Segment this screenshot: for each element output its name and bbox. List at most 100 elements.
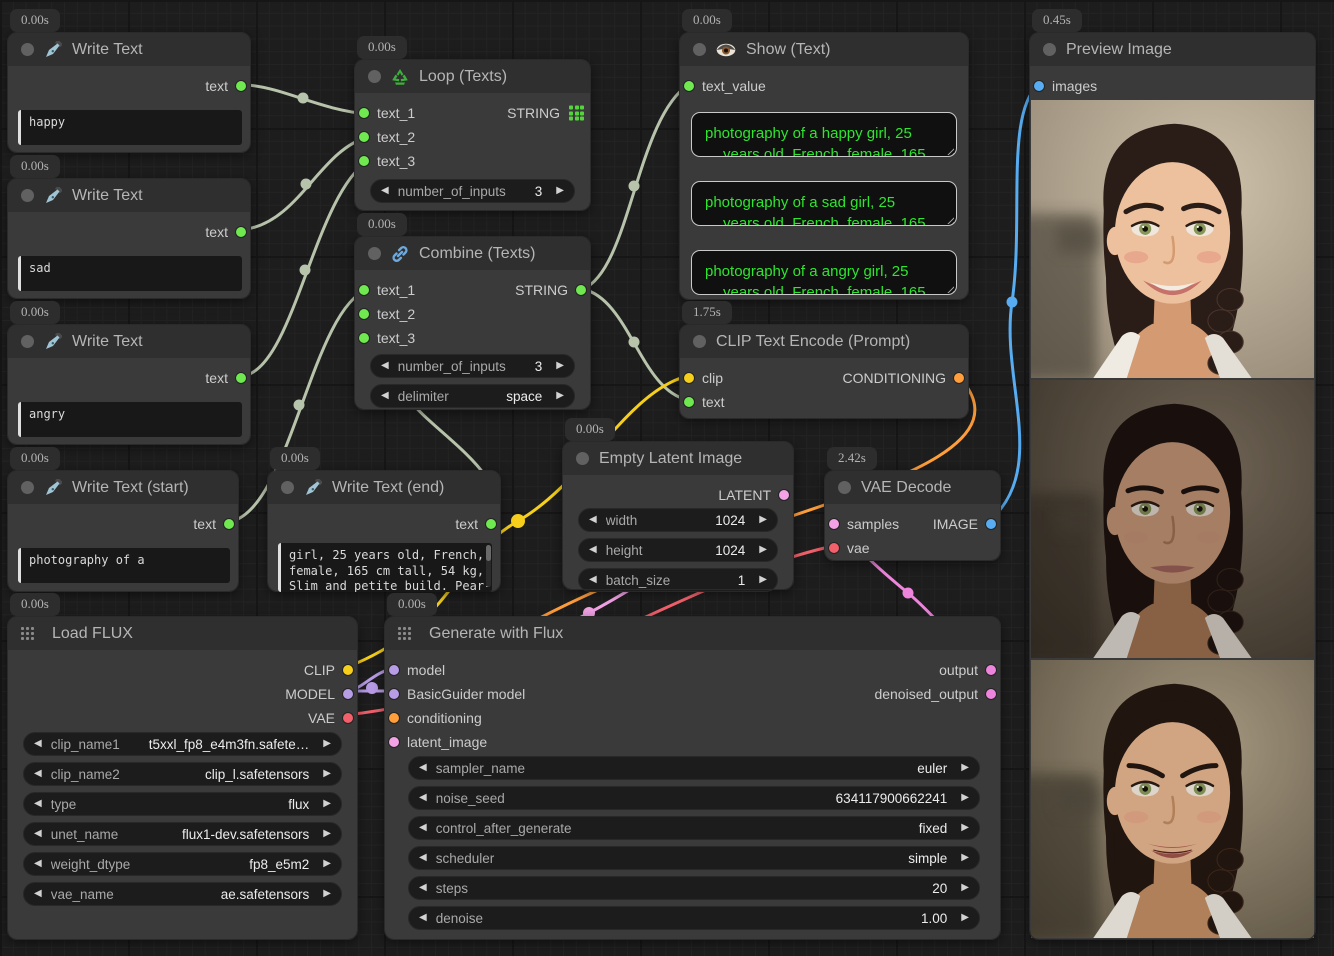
widget-right-arrow-icon[interactable]: ▶ [759,544,767,555]
preview-image-happy[interactable] [1031,100,1314,378]
widget-left-arrow-icon[interactable]: ◀ [34,768,42,779]
text-input[interactable]: sad [18,256,242,291]
widget-clip-name2[interactable]: ◀ clip_name2 clip_l.safetensors ▶ [23,762,342,786]
widget-number-of-inputs[interactable]: ◀ number_of_inputs 3 ▶ [370,354,575,378]
resize-handle-icon[interactable] [945,215,954,224]
output-slot-text[interactable] [236,227,246,237]
widget-batch-size[interactable]: ◀ batch_size 1 ▶ [578,568,778,592]
widget-left-arrow-icon[interactable]: ◀ [34,798,42,809]
widget-left-arrow-icon[interactable]: ◀ [419,792,427,803]
input-slot-model[interactable] [389,665,399,675]
output-slot-image[interactable] [986,519,996,529]
widget-left-arrow-icon[interactable]: ◀ [419,822,427,833]
widget-right-arrow-icon[interactable]: ▶ [961,762,969,773]
input-slot-text-1[interactable] [359,108,369,118]
widget-steps[interactable]: ◀ steps 20 ▶ [408,876,980,900]
widget-right-arrow-icon[interactable]: ▶ [556,185,564,196]
node-title-bar[interactable]: Show (Text) [680,33,968,66]
input-slot-text-3[interactable] [359,156,369,166]
widget-left-arrow-icon[interactable]: ◀ [381,185,389,196]
widget-left-arrow-icon[interactable]: ◀ [34,828,42,839]
widget-right-arrow-icon[interactable]: ▶ [961,792,969,803]
text-input[interactable]: photography of a [18,548,230,583]
input-slot-basicguider-model[interactable] [389,689,399,699]
text-input[interactable]: girl, 25 years old, French, female, 165 c… [278,543,492,592]
node-write-text-start[interactable]: 0.00s Write Text (start) text photograph… [7,447,239,592]
node-title-bar[interactable]: Empty Latent Image [563,442,793,475]
resize-handle-icon[interactable] [945,146,954,155]
node-write-text-1[interactable]: 0.00s Write Text text happy [7,9,251,153]
widget-left-arrow-icon[interactable]: ◀ [589,514,597,525]
output-slot-string[interactable] [576,285,586,295]
node-preview-image[interactable]: 0.45s Preview Image images [1029,9,1316,940]
input-slot-text-value[interactable] [684,81,694,91]
widget-clip-name1[interactable]: ◀ clip_name1 t5xxl_fp8_e4m3fn.safete… ▶ [23,732,342,756]
widget-right-arrow-icon[interactable]: ▶ [323,738,331,749]
node-write-text-3[interactable]: 0.00s Write Text text angry [7,301,251,445]
text-display-happy[interactable]: photography of a happy girl, 25 years old… [691,112,957,157]
node-loop-texts[interactable]: 0.00s Loop (Texts) text_1 STRING text_2 t… [354,36,591,211]
input-slot-vae[interactable] [829,543,839,553]
collapse-dot[interactable] [368,247,381,260]
widget-sampler-name[interactable]: ◀ sampler_name euler ▶ [408,756,980,780]
widget-right-arrow-icon[interactable]: ▶ [961,852,969,863]
group-node-grid-icon[interactable] [21,627,34,640]
node-load-flux[interactable]: 0.00s Load FLUX CLIP MODEL VAE ◀ clip_nam… [7,593,358,940]
widget-right-arrow-icon[interactable]: ▶ [323,768,331,779]
widget-noise-seed[interactable]: ◀ noise_seed 634117900662241 ▶ [408,786,980,810]
widget-right-arrow-icon[interactable]: ▶ [323,858,331,869]
node-title-bar[interactable]: CLIP Text Encode (Prompt) [680,325,968,358]
widget-right-arrow-icon[interactable]: ▶ [961,882,969,893]
widget-number-of-inputs[interactable]: ◀ number_of_inputs 3 ▶ [370,179,575,203]
node-title-bar[interactable]: VAE Decode [825,471,1000,504]
input-slot-latent-image[interactable] [389,737,399,747]
widget-right-arrow-icon[interactable]: ▶ [556,390,564,401]
node-empty-latent-image[interactable]: 0.00s Empty Latent Image LATENT ◀ width 10… [562,418,794,592]
input-slot-text-2[interactable] [359,309,369,319]
widget-unet-name[interactable]: ◀ unet_name flux1-dev.safetensors ▶ [23,822,342,846]
widget-right-arrow-icon[interactable]: ▶ [323,828,331,839]
output-slot-clip[interactable] [343,665,353,675]
node-title-bar[interactable]: Generate with Flux [385,617,1000,650]
widget-type[interactable]: ◀ type flux ▶ [23,792,342,816]
input-slot-text-1[interactable] [359,285,369,295]
node-title-bar[interactable]: Write Text (start) [8,471,238,504]
widget-left-arrow-icon[interactable]: ◀ [589,574,597,585]
preview-image-sad[interactable] [1031,380,1314,658]
output-slot-vae[interactable] [343,713,353,723]
text-input[interactable]: angry [18,402,242,437]
widget-left-arrow-icon[interactable]: ◀ [34,738,42,749]
node-title-bar[interactable]: Load FLUX [8,617,357,650]
text-display-angry[interactable]: photography of a angry girl, 25 years old… [691,250,957,295]
widget-scheduler[interactable]: ◀ scheduler simple ▶ [408,846,980,870]
input-slot-images[interactable] [1034,81,1044,91]
widget-denoise[interactable]: ◀ denoise 1.00 ▶ [408,906,980,930]
widget-right-arrow-icon[interactable]: ▶ [323,798,331,809]
widget-height[interactable]: ◀ height 1024 ▶ [578,538,778,562]
widget-left-arrow-icon[interactable]: ◀ [419,762,427,773]
widget-control-after-generate[interactable]: ◀ control_after_generate fixed ▶ [408,816,980,840]
output-slot-model[interactable] [343,689,353,699]
widget-vae-name[interactable]: ◀ vae_name ae.safetensors ▶ [23,882,342,906]
widget-left-arrow-icon[interactable]: ◀ [381,390,389,401]
node-title-bar[interactable]: Combine (Texts) [355,237,590,270]
widget-right-arrow-icon[interactable]: ▶ [759,574,767,585]
collapse-dot[interactable] [21,43,34,56]
collapse-dot[interactable] [693,335,706,348]
widget-left-arrow-icon[interactable]: ◀ [589,544,597,555]
collapse-dot[interactable] [21,481,34,494]
collapse-dot[interactable] [281,481,294,494]
text-display-sad[interactable]: photography of a sad girl, 25 years old, … [691,181,957,226]
node-show-text[interactable]: 0.00s Show (Text) text_value photography… [679,9,969,300]
input-slot-text-2[interactable] [359,132,369,142]
node-write-text-2[interactable]: 0.00s Write Text text sad [7,155,251,299]
collapse-dot[interactable] [1043,43,1056,56]
widget-right-arrow-icon[interactable]: ▶ [323,888,331,899]
output-slot-conditioning[interactable] [954,373,964,383]
group-node-grid-icon[interactable] [398,627,411,640]
widget-weight-dtype[interactable]: ◀ weight_dtype fp8_e5m2 ▶ [23,852,342,876]
input-slot-conditioning[interactable] [389,713,399,723]
scrollbar-track[interactable] [486,545,491,587]
output-slot-text[interactable] [224,519,234,529]
